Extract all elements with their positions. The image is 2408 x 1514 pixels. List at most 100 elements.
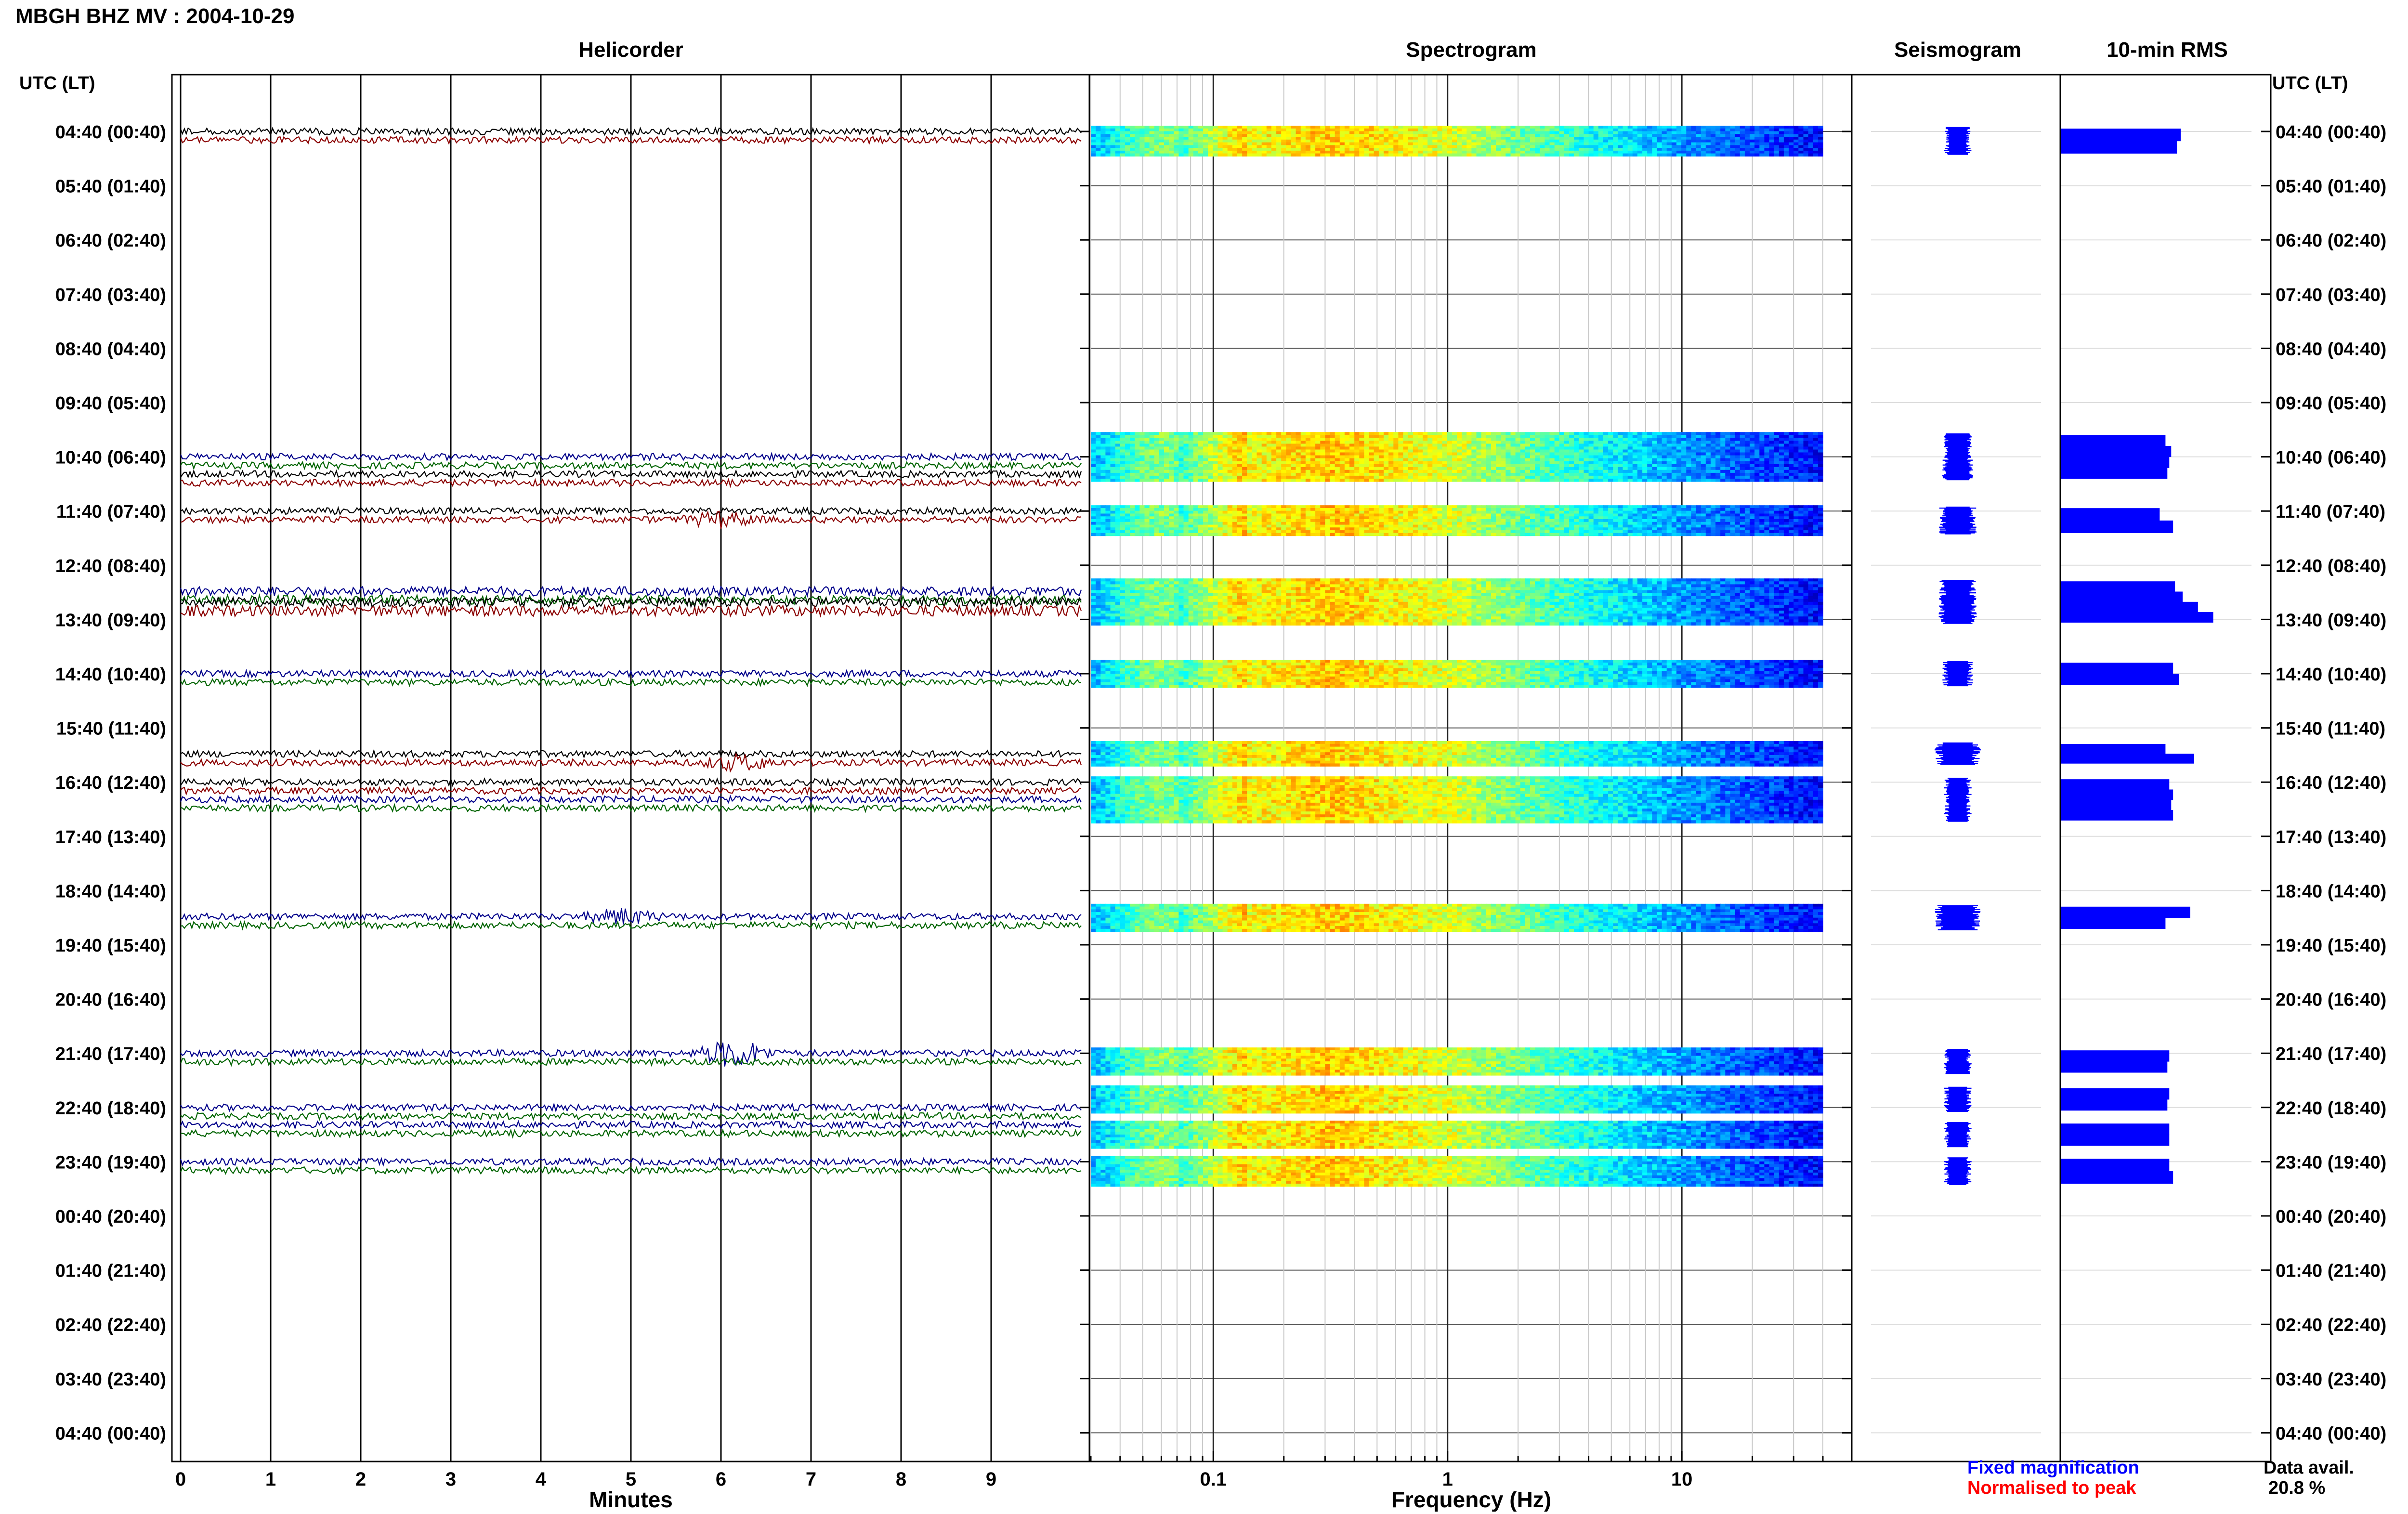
spectrogram-cell: [1340, 126, 1345, 129]
spectrogram-cell: [1486, 140, 1492, 143]
spectrogram-cell: [1471, 129, 1477, 131]
spectrogram-cell: [1706, 151, 1711, 154]
spectrogram-cell: [1359, 131, 1364, 134]
spectrogram-cell: [1388, 129, 1394, 131]
spectrogram-cell: [1330, 151, 1335, 154]
spectrogram-cell: [1242, 432, 1247, 435]
spectrogram-cell: [1759, 137, 1765, 140]
spectrogram-cell: [1623, 151, 1628, 154]
spectrogram-cell: [1359, 137, 1364, 140]
spectrogram-cell: [1442, 145, 1448, 148]
spectrogram-cell: [1310, 131, 1316, 134]
spectrogram-cell: [1447, 435, 1453, 438]
spectrogram-cell: [1520, 140, 1526, 143]
spectrogram-cell: [1232, 131, 1238, 134]
spectrogram-cell: [1662, 131, 1667, 134]
spectrogram-cell: [1618, 145, 1623, 148]
spectrogram-cell: [1218, 432, 1223, 435]
spectrogram-cell: [1130, 134, 1135, 137]
spectrogram-cell: [1457, 129, 1462, 131]
spectrogram-cell: [1477, 432, 1482, 435]
spectrogram-cell: [1237, 143, 1243, 145]
spectrogram-cell: [1320, 148, 1325, 151]
spectrogram-cell: [1359, 126, 1364, 129]
spectrogram-cell: [1178, 129, 1184, 131]
spectrogram-cell: [1267, 137, 1272, 140]
spectrogram-cell: [1252, 435, 1257, 438]
spectrogram-cell: [1720, 140, 1726, 143]
spectrogram-cell: [1711, 154, 1716, 157]
spectrogram-cell: [1159, 435, 1165, 438]
spectrogram-cell: [1579, 154, 1584, 157]
spectrogram-cell: [1642, 140, 1648, 143]
spectrogram-cell: [1501, 134, 1506, 137]
spectrogram-cell: [1789, 151, 1794, 154]
spectrogram-cell: [1359, 148, 1364, 151]
spectrogram-cell: [1100, 134, 1106, 137]
spectrogram-cell: [1193, 151, 1199, 154]
spectrogram-cell: [1237, 129, 1243, 131]
spectrogram-cell: [1793, 137, 1799, 140]
spectrogram-cell: [1789, 435, 1794, 438]
spectrogram-cell: [1281, 145, 1286, 148]
spectrogram-cell: [1398, 151, 1403, 154]
spectrogram-panel-title: Spectrogram: [1406, 38, 1536, 62]
spectrogram-cell: [1379, 126, 1384, 129]
spectrogram-cell: [1359, 145, 1364, 148]
spectrogram-cell: [1486, 137, 1492, 140]
spectrogram-cell: [1466, 134, 1472, 137]
spectrogram-cell: [1477, 126, 1482, 129]
spectrogram-cell: [1750, 151, 1755, 154]
spectrogram-cell: [1798, 148, 1804, 151]
spectrogram-cell: [1091, 438, 1096, 441]
spectrogram-cell: [1784, 129, 1789, 131]
spectrogram-cell: [1667, 134, 1672, 137]
spectrogram-cell: [1793, 145, 1799, 148]
spectrogram-cell: [1150, 154, 1155, 157]
spectrogram-cell: [1652, 129, 1657, 131]
spectrogram-cell: [1740, 137, 1745, 140]
spectrogram-cell: [1145, 137, 1150, 140]
spectrogram-cell: [1544, 154, 1550, 157]
spectrogram-cell: [1496, 126, 1501, 129]
spectrogram-cell: [1203, 137, 1208, 140]
spectrogram-cell: [1686, 134, 1691, 137]
spectrogram-cell: [1720, 145, 1726, 148]
spectrogram-cell: [1291, 131, 1296, 134]
spectrogram-cell: [1764, 145, 1769, 148]
spectrogram-cell: [1296, 151, 1301, 154]
spectrogram-cell: [1706, 435, 1711, 438]
spectrogram-cell: [1730, 131, 1736, 134]
spectrogram-cell: [1594, 432, 1599, 435]
spectrogram-cell: [1315, 143, 1321, 145]
spectrogram-cell: [1120, 131, 1125, 134]
spectrogram-cell: [1462, 137, 1467, 140]
spectrogram-cell: [1130, 154, 1135, 157]
spectrogram-cell: [1359, 143, 1364, 145]
spectrogram-cell: [1559, 154, 1565, 157]
spectrogram-cell: [1310, 435, 1316, 438]
spectrogram-cell: [1174, 438, 1179, 441]
spectrogram-cell: [1774, 148, 1780, 151]
spectrogram-cell: [1184, 151, 1189, 154]
spectrogram-cell: [1804, 129, 1809, 131]
spectrogram-cell: [1100, 438, 1106, 441]
spectrogram-cell: [1374, 137, 1379, 140]
spectrogram-cell: [1252, 145, 1257, 148]
spectrogram-cell: [1262, 129, 1267, 131]
spectrogram-cell: [1603, 154, 1609, 157]
spectrogram-cell: [1442, 154, 1448, 157]
spectrogram-cell: [1345, 134, 1350, 137]
spectrogram-cell: [1139, 148, 1145, 151]
spectrogram-cell: [1262, 140, 1267, 143]
spectrogram-cell: [1310, 145, 1316, 148]
spectrogram-cell: [1345, 140, 1350, 143]
spectrogram-cell: [1754, 140, 1760, 143]
spectrogram-cell: [1228, 140, 1233, 143]
spectrogram-cell: [1804, 432, 1809, 435]
spectrogram-cell: [1164, 148, 1169, 151]
spectrogram-cell: [1208, 435, 1213, 438]
spectrogram-cell: [1754, 129, 1760, 131]
spectrogram-cell: [1164, 145, 1169, 148]
spectrogram-cell: [1730, 143, 1736, 145]
